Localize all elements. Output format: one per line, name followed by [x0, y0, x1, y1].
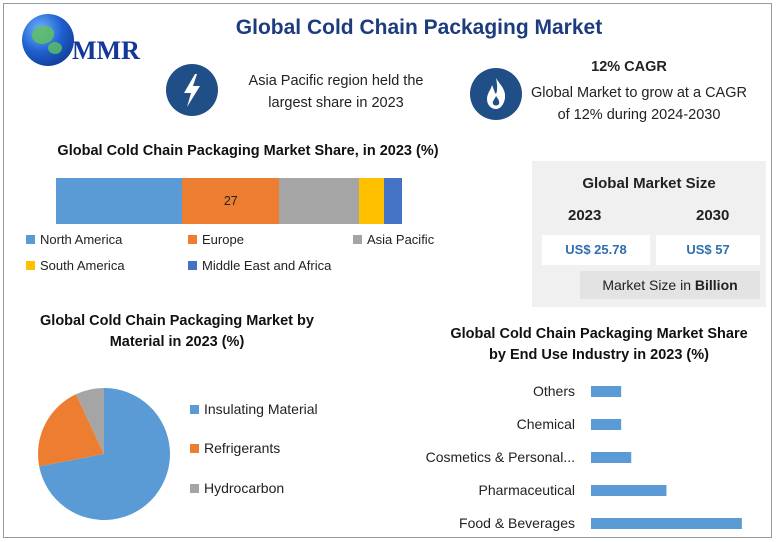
category-label-pharmaceutical: Pharmaceutical	[479, 482, 576, 498]
legend-label: Refrigerants	[204, 440, 281, 456]
market-size-unit: Market Size in Billion	[580, 271, 760, 299]
bar-segment-asia-pacific	[279, 178, 359, 224]
pie-slice-insulating-material	[39, 388, 171, 520]
bar-segment-south-america	[358, 178, 384, 224]
cagr-note: Global Market to grow at a CAGR of 12% d…	[531, 85, 747, 123]
page-title: Global Cold Chain Packaging Market	[235, 16, 603, 39]
market-size-title: Global Market Size	[582, 175, 716, 192]
legend-swatch	[26, 235, 35, 244]
value-end: US$ 57	[656, 235, 760, 265]
legend-item-south-america: South America	[26, 258, 125, 273]
flame-icon	[470, 68, 522, 120]
legend-label: Hydrocarbon	[204, 480, 285, 496]
logo-text: MMR	[72, 36, 140, 65]
bar-segment-middle-east-and-africa	[383, 178, 402, 224]
data-label: 27	[223, 194, 238, 208]
category-label-chemical: Chemical	[517, 416, 575, 432]
bar-chemical	[591, 419, 622, 430]
legend-swatch	[190, 483, 199, 493]
mmr-logo: MMR	[18, 12, 168, 72]
year-end: 2030	[696, 207, 730, 224]
pie-slice-hydrocarbon	[75, 388, 104, 454]
material-pie-chart	[37, 388, 171, 520]
legend-label: Middle East and Africa	[202, 258, 332, 273]
legend-item-middle-east-and-africa: Middle East and Africa	[188, 258, 331, 273]
bar-pharmaceutical	[591, 485, 667, 496]
legend-swatch	[188, 261, 197, 270]
regional-share-title: Global Cold Chain Packaging Market Share…	[57, 143, 439, 159]
legend-label: Europe	[202, 232, 244, 247]
stacked-share-bar: 27	[56, 178, 402, 224]
legend-label: Insulating Material	[204, 401, 318, 417]
region-share-note: Asia Pacific region held the largest sha…	[248, 73, 424, 111]
legend-item-asia-pacific: Asia Pacific	[353, 232, 434, 247]
pie-slice-refrigerants	[37, 394, 104, 467]
material-chart-title: Global Cold Chain Packaging Market by Ma…	[40, 313, 314, 350]
year-start: 2023	[568, 207, 602, 224]
category-label-cosmetics-personal: Cosmetics & Personal...	[426, 449, 575, 465]
legend-item-europe: Europe	[188, 232, 244, 247]
legend-item-insulating-material: Insulating Material	[190, 401, 318, 417]
cagr-title: 12% CAGR	[591, 59, 667, 75]
legend-swatch	[190, 404, 199, 414]
legend-item-north-america: North America	[26, 232, 122, 247]
legend-swatch	[190, 443, 199, 453]
category-label-others: Others	[533, 383, 575, 399]
bar-cosmetics-personal	[591, 452, 632, 463]
legend-item-refrigerants: Refrigerants	[190, 440, 280, 456]
legend-item-hydrocarbon: Hydrocarbon	[190, 480, 284, 496]
legend-swatch	[26, 261, 35, 270]
category-label-food-beverages: Food & Beverages	[459, 515, 575, 531]
legend-swatch	[353, 235, 362, 244]
legend-label: South America	[40, 258, 125, 273]
end-use-chart-title: Global Cold Chain Packaging Market Share…	[450, 326, 748, 363]
bar-food-beverages	[591, 518, 742, 529]
bar-others	[591, 386, 622, 397]
bar-segment-europe: 27	[182, 178, 280, 224]
value-start: US$ 25.78	[542, 235, 650, 265]
legend-label: Asia Pacific	[367, 232, 435, 247]
market-size-panel: Global Market Size 2023 2030 US$ 25.78 U…	[532, 161, 766, 307]
infographic-frame: MMR Global Cold Chain Packaging Market A…	[3, 3, 772, 538]
lightning-bolt-icon	[166, 64, 218, 116]
end-use-bar-chart: Others Chemical Cosmetics & Personal... Pha…	[426, 383, 742, 531]
legend-swatch	[188, 235, 197, 244]
legend-label: North America	[40, 232, 123, 247]
bar-segment-north-america	[56, 178, 183, 224]
